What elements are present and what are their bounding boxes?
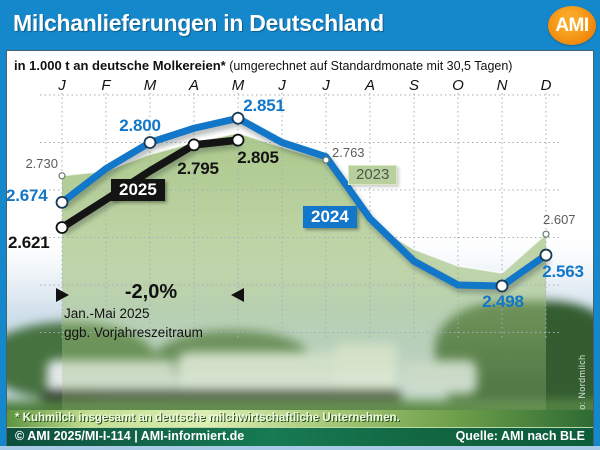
subtitle-unit: in 1.000 t an deutsche Molkereien* [14,58,226,73]
label-2023-jul: 2.763 [332,145,365,160]
line-2024 [58,114,550,290]
label-2023-dez: 2.607 [543,212,576,227]
marker-2024-10 [495,279,509,293]
label-2024-dez: 2.563 [542,262,584,281]
month-label-1: F [101,77,111,94]
annotation-compare: ggb. Vorjahreszeitraum [64,325,203,340]
label-2024-mai: 2.851 [243,96,285,115]
area-2023 [62,133,546,412]
bottom-border [0,446,600,450]
footer-source: Quelle: AMI nach BLE [455,429,585,443]
label-2024-jan: 2.674 [6,186,48,205]
marker-2023-0 [58,172,66,180]
label-2023-jan: 2.730 [25,156,58,171]
marker-2024-4 [231,111,245,125]
annotation-percent: -2,0% [124,281,178,303]
footer-copyright: © AMI 2025/MI-I-114 | AMI-informiert.de [15,429,245,443]
month-label-9: O [452,77,464,94]
marker-2023-6 [322,156,330,164]
marker-2024-0 [55,195,69,209]
month-label-8: S [408,77,420,94]
ami-logo: AMI [548,6,596,45]
footer-bar: © AMI 2025/MI-I-114 | AMI-informiert.de … [7,427,593,446]
label-2024-mar: 2.800 [119,116,161,135]
month-label-2: M [143,77,157,94]
label-2025-apr: 2.795 [177,159,219,178]
annotation-arrow-left [231,288,244,302]
series-tag-2024: 2024 [303,206,357,228]
subtitle-note: (umgerechnet auf Standardmonate mit 30,5… [229,59,513,73]
month-label-3: A [188,77,200,94]
chart-subtitle: in 1.000 t an deutsche Molkereien* (umge… [14,58,512,73]
marker-2025-0 [55,221,69,234]
month-label-6: J [322,77,330,94]
series-tag-2025: 2025 [111,179,165,201]
marker-2025-4 [231,133,245,147]
marker-2024-2 [143,136,157,149]
month-label-5: J [278,77,286,94]
label-2024-nov: 2.498 [482,292,524,311]
month-label-10: N [496,77,508,94]
marker-2024-11 [539,248,553,262]
footnote: * Kuhmilch insgesamt an deutsche milchwi… [7,410,593,427]
month-label-4: M [231,77,245,94]
series-tag-2023: 2023 [348,165,398,185]
annotation-period: Jan.-Mai 2025 [64,306,150,321]
annotation-arrow-right [56,288,69,302]
month-label-0: J [58,77,66,94]
page-title: Milchanlieferungen in Deutschland [13,10,384,36]
label-2025-jan: 2.621 [8,233,50,252]
line-2025 [58,136,242,232]
marker-2023-11 [542,230,550,238]
month-label-11: D [540,77,552,94]
label-2025-mai: 2.805 [237,148,279,167]
marker-2025-3 [187,138,201,152]
month-label-7: A [364,77,376,94]
